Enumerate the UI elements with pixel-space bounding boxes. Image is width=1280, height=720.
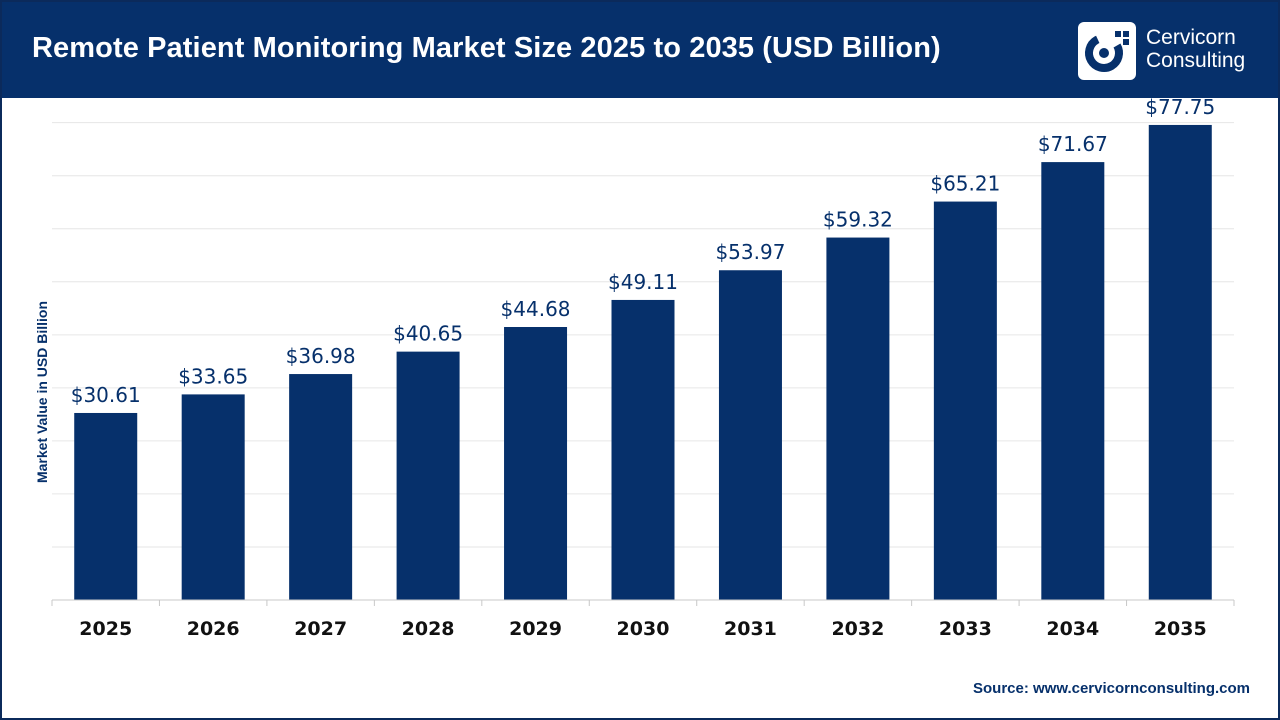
logo-line-1: Cervicorn bbox=[1146, 26, 1236, 49]
x-tick-label-2029: 2029 bbox=[509, 618, 562, 640]
bar-2035 bbox=[1148, 124, 1212, 600]
x-tick-label-2025: 2025 bbox=[79, 618, 132, 640]
gridlines bbox=[52, 122, 1234, 548]
logo-text: Cervicorn Consulting bbox=[1146, 26, 1245, 72]
x-tick-label-2034: 2034 bbox=[1046, 618, 1099, 640]
x-tick-label-2031: 2031 bbox=[724, 618, 777, 640]
data-label-2027: $36.98 bbox=[286, 344, 356, 368]
company-logo: Cervicorn Consulting bbox=[1078, 20, 1268, 82]
x-tick-label-2030: 2030 bbox=[617, 618, 670, 640]
bar-2032 bbox=[826, 237, 890, 600]
bar-2029 bbox=[504, 327, 568, 600]
x-tick-label-2032: 2032 bbox=[831, 618, 884, 640]
data-label-2026: $33.65 bbox=[178, 364, 248, 388]
bar-2026 bbox=[181, 394, 245, 600]
data-label-2032: $59.32 bbox=[823, 208, 893, 232]
bar-2031 bbox=[718, 270, 782, 600]
logo-line-2: Consulting bbox=[1146, 49, 1246, 72]
data-label-2035: $77.75 bbox=[1145, 95, 1215, 119]
source-note: Source: www.cervicornconsulting.com bbox=[972, 680, 1250, 697]
bars: $30.61 $33.65 $36.98 $40.65 $44.68 $49.11 $53.… bbox=[71, 95, 1215, 600]
x-tick-label-2026: 2026 bbox=[187, 618, 240, 640]
bar-2034 bbox=[1041, 162, 1105, 600]
bar-2025 bbox=[74, 412, 138, 600]
data-label-2031: $53.97 bbox=[715, 240, 785, 264]
x-tick-label-2027: 2027 bbox=[294, 618, 347, 640]
bar-2033 bbox=[933, 201, 997, 600]
data-label-2033: $65.21 bbox=[930, 172, 1000, 196]
data-label-2028: $40.65 bbox=[393, 322, 463, 346]
data-label-2030: $49.11 bbox=[608, 270, 678, 294]
header-bar: Remote Patient Monitoring Market Size 20… bbox=[2, 2, 1278, 98]
x-tick-label-2033: 2033 bbox=[939, 618, 992, 640]
x-tick-label-2028: 2028 bbox=[402, 618, 455, 640]
data-label-2025: $30.61 bbox=[71, 383, 141, 407]
bar-2027 bbox=[289, 374, 353, 600]
x-tick-label-2035: 2035 bbox=[1154, 618, 1207, 640]
bar-2030 bbox=[611, 299, 675, 600]
data-label-2029: $44.68 bbox=[501, 297, 571, 321]
cervicorn-logo-icon bbox=[1078, 22, 1136, 80]
x-axis: 2025 2026 2027 2028 2029 2030 2031 2032 2033 2034… bbox=[51, 599, 1235, 640]
chart-title: Remote Patient Monitoring Market Size 20… bbox=[32, 32, 941, 64]
data-label-2034: $71.67 bbox=[1038, 132, 1108, 156]
bar-2028 bbox=[396, 351, 460, 600]
